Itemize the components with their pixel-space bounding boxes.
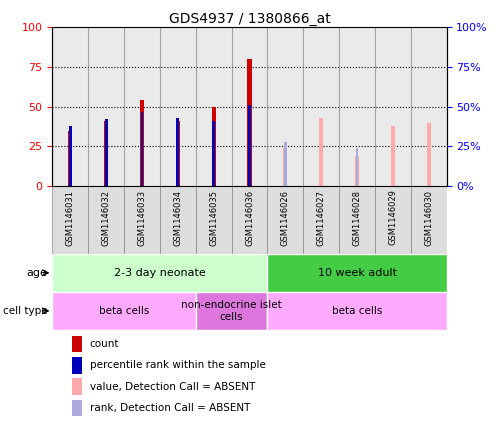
Bar [140,101,144,186]
Bar [232,27,267,186]
Bar [355,156,359,186]
Bar [52,292,196,330]
Text: GSM1146028: GSM1146028 [352,190,361,245]
Bar [141,112,143,186]
Bar [72,357,82,374]
Text: beta cells: beta cells [99,306,149,316]
Bar [319,118,323,186]
Bar [72,378,82,395]
Bar [196,186,232,254]
Bar [267,254,447,292]
Bar [124,186,160,254]
Text: GSM1146029: GSM1146029 [388,190,397,245]
Bar [232,186,267,254]
Bar [267,186,303,254]
Bar [248,105,251,186]
Bar [303,27,339,186]
Bar [176,121,180,186]
Bar [88,186,124,254]
Bar [72,335,82,352]
Text: percentile rank within the sample: percentile rank within the sample [90,360,266,370]
Bar [411,186,447,254]
Bar [196,27,232,186]
Text: GSM1146035: GSM1146035 [209,190,218,245]
Bar [72,400,82,417]
Text: GSM1146036: GSM1146036 [245,190,254,246]
Bar [339,186,375,254]
Bar [375,186,411,254]
Title: GDS4937 / 1380866_at: GDS4937 / 1380866_at [169,12,330,27]
Bar [212,121,215,186]
Text: non-endocrine islet
cells: non-endocrine islet cells [181,300,282,322]
Text: GSM1146027: GSM1146027 [317,190,326,245]
Bar [375,27,411,186]
Text: GSM1146030: GSM1146030 [424,190,433,245]
Bar [212,107,216,186]
Bar [68,131,72,186]
Bar [339,27,375,186]
Bar [248,59,251,186]
Text: GSM1146031: GSM1146031 [66,190,75,245]
Bar [69,126,72,186]
Bar [283,148,287,186]
Bar [160,27,196,186]
Bar [52,27,88,186]
Text: cell type: cell type [3,306,47,316]
Text: age: age [26,268,47,278]
Text: rank, Detection Call = ABSENT: rank, Detection Call = ABSENT [90,403,250,413]
Text: value, Detection Call = ABSENT: value, Detection Call = ABSENT [90,382,255,392]
Bar [124,27,160,186]
Bar [391,126,395,186]
Text: GSM1146034: GSM1146034 [173,190,182,245]
Bar [105,119,108,186]
Bar [160,186,196,254]
Text: beta cells: beta cells [332,306,382,316]
Bar [356,148,358,186]
Text: 2-3 day neonate: 2-3 day neonate [114,268,206,278]
Bar [52,254,267,292]
Bar [427,123,431,186]
Text: GSM1146026: GSM1146026 [281,190,290,245]
Text: count: count [90,339,119,349]
Bar [267,292,447,330]
Bar [303,186,339,254]
Text: 10 week adult: 10 week adult [317,268,397,278]
Bar [284,142,287,186]
Bar [104,121,108,186]
Bar [267,27,303,186]
Bar [88,27,124,186]
Bar [196,292,267,330]
Bar [176,118,179,186]
Bar [52,186,88,254]
Bar [411,27,447,186]
Text: GSM1146032: GSM1146032 [102,190,111,245]
Text: GSM1146033: GSM1146033 [138,190,147,246]
